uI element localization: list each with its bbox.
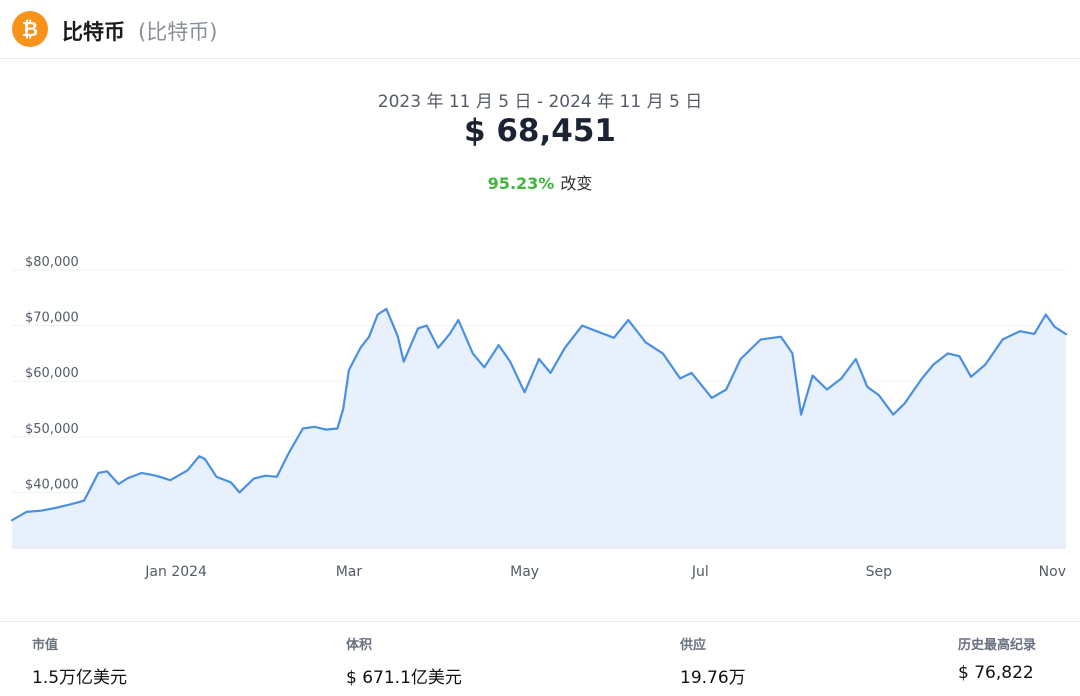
stat-value: $ 671.1亿美元 <box>346 668 462 688</box>
stat-label: 体积 <box>346 638 373 653</box>
x-tick-label: Nov <box>1039 564 1066 580</box>
stat-volume: 体积 $ 671.1亿美元 <box>346 634 462 688</box>
svg-text:₿: ₿ <box>22 17 38 41</box>
change-percent: 95.23% <box>487 174 555 193</box>
y-tick-label: $40,000 <box>25 477 79 492</box>
date-range: 2023 年 11 月 5 日 - 2024 年 11 月 5 日 <box>377 92 703 112</box>
x-tick-label: Jan 2024 <box>144 564 207 580</box>
y-tick-label: $60,000 <box>25 366 79 381</box>
x-tick-label: Mar <box>336 564 363 580</box>
x-tick-label: Sep <box>866 564 893 580</box>
coin-name: 比特币 <box>62 20 125 44</box>
bitcoin-icon: ₿ <box>12 11 48 47</box>
y-tick-label: $70,000 <box>25 311 79 326</box>
price-change: 95.23% 改变 <box>0 170 1080 194</box>
change-label: 改变 <box>560 174 593 193</box>
stat-value: 1.5万亿美元 <box>32 668 128 688</box>
x-tick-label: May <box>510 564 539 580</box>
stat-market-cap: 市值 1.5万亿美元 <box>32 634 127 688</box>
y-tick-label: $80,000 <box>25 255 79 270</box>
current-price: $ 68,451 <box>464 113 616 149</box>
stat-supply: 供应 19.76万 <box>680 634 746 688</box>
stat-label: 市值 <box>32 638 59 653</box>
price-chart[interactable]: $30,000$40,000$50,000$60,000$70,000$80,0… <box>0 250 1080 590</box>
price-line <box>10 307 1068 522</box>
stat-all-time-high: 历史最高纪录 $ 76,822 <box>958 634 1036 683</box>
stat-label: 供应 <box>680 638 707 653</box>
coin-header: ₿ 比特币 (比特币) <box>0 0 1080 59</box>
coin-subname: (比特币) <box>138 20 218 44</box>
price-area <box>12 308 1066 548</box>
stat-value: 19.76万 <box>680 668 746 688</box>
stat-value: $ 76,822 <box>958 663 1034 683</box>
stats-bar: 市值 1.5万亿美元 体积 $ 671.1亿美元 供应 19.76万 历史最高纪… <box>0 621 1080 696</box>
x-tick-label: Jul <box>691 564 709 580</box>
y-tick-label: $50,000 <box>25 422 79 437</box>
stat-label: 历史最高纪录 <box>958 638 1037 653</box>
